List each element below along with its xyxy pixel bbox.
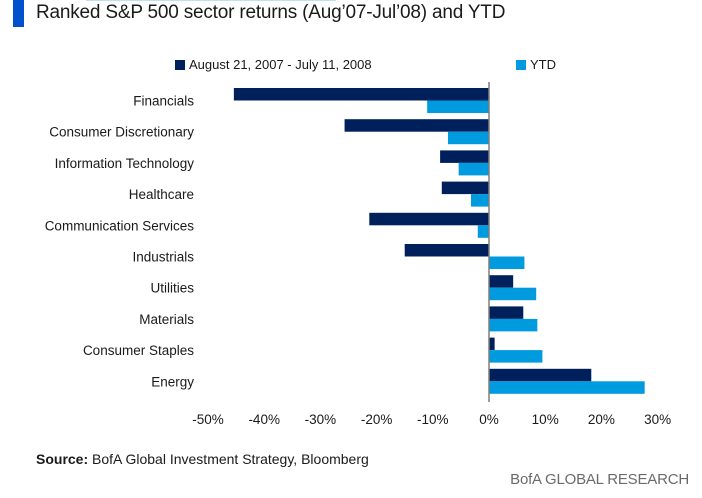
bar-period bbox=[489, 306, 524, 319]
top-divider bbox=[86, 0, 336, 1]
source-label: Source: bbox=[36, 451, 89, 467]
bar-period bbox=[404, 244, 489, 257]
category-label: Utilities bbox=[150, 281, 194, 296]
bar-period bbox=[344, 119, 489, 132]
category-label: Communication Services bbox=[45, 218, 195, 233]
bar-ytd bbox=[489, 318, 538, 332]
bar-ytd bbox=[489, 256, 525, 269]
brand-label: BofA GLOBAL RESEARCH bbox=[510, 471, 689, 488]
x-tick-label: -20% bbox=[361, 412, 393, 427]
x-tick-label: -10% bbox=[417, 412, 449, 427]
bar-ytd bbox=[489, 350, 543, 363]
bar-period bbox=[233, 88, 489, 101]
title-accent-bar bbox=[13, 0, 24, 27]
bar-period bbox=[441, 181, 489, 195]
bar-period bbox=[489, 337, 495, 351]
category-label: Energy bbox=[151, 374, 194, 389]
bar-period bbox=[440, 150, 489, 163]
bar-ytd bbox=[477, 225, 489, 238]
bar-ytd bbox=[427, 100, 489, 113]
category-label: Consumer Staples bbox=[83, 343, 194, 358]
bar-ytd bbox=[458, 162, 489, 176]
bar-chart: Financials Consumer Discretionary Informat… bbox=[45, 82, 671, 427]
chart-title: Ranked S&P 500 sector returns (Aug’07-Ju… bbox=[36, 2, 506, 23]
category-label: Industrials bbox=[132, 250, 194, 265]
bar-period bbox=[489, 368, 592, 382]
bar-ytd bbox=[489, 381, 645, 394]
category-label: Financials bbox=[133, 94, 194, 109]
legend-swatch-period bbox=[175, 59, 185, 70]
x-tick-label: -40% bbox=[248, 412, 280, 427]
legend-item-period: August 21, 2007 - July 11, 2008 bbox=[175, 57, 372, 72]
category-label: Materials bbox=[139, 312, 194, 327]
x-tick-label: 10% bbox=[532, 412, 559, 427]
category-label: Information Technology bbox=[55, 156, 195, 171]
x-tick-label: 20% bbox=[588, 412, 615, 427]
bar-ytd bbox=[489, 287, 537, 301]
legend-label-period: August 21, 2007 - July 11, 2008 bbox=[189, 57, 372, 72]
x-tick-label: -30% bbox=[305, 412, 337, 427]
x-tick-label: -50% bbox=[192, 412, 224, 427]
legend-swatch-ytd bbox=[516, 59, 526, 70]
category-label: Consumer Discretionary bbox=[49, 125, 194, 140]
x-tick-label: 0% bbox=[479, 412, 499, 427]
bar-period bbox=[369, 212, 489, 226]
bar-ytd bbox=[447, 131, 489, 145]
category-label: Healthcare bbox=[129, 187, 194, 202]
x-tick-label: 30% bbox=[644, 412, 671, 427]
bar-ytd bbox=[471, 194, 489, 207]
legend-label-ytd: YTD bbox=[530, 57, 556, 72]
source-text: BofA Global Investment Strategy, Bloombe… bbox=[88, 451, 369, 467]
legend-item-ytd: YTD bbox=[516, 57, 556, 72]
bar-period bbox=[489, 275, 514, 288]
source-note: Source: BofA Global Investment Strategy,… bbox=[36, 451, 369, 467]
